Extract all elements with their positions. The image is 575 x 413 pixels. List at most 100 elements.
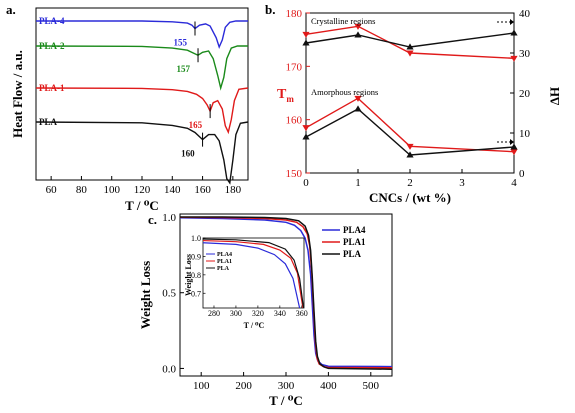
peak-label: 155: [174, 38, 188, 48]
x-tick-label: 0: [303, 177, 309, 189]
inset-curve-pla: [203, 238, 304, 308]
left-y-tick-label: 170: [286, 61, 303, 73]
x-tick-label: 300: [278, 380, 295, 392]
data-point-dh-amorphous: [510, 143, 518, 150]
x-tick-label: 120: [134, 184, 151, 196]
inset-x-tick-label: 280: [208, 309, 220, 318]
panel-b-right-axis-title: ΔH: [547, 87, 562, 105]
x-tick-label: 160: [194, 184, 211, 196]
panel-a-x-axis-title: T / ⁰C: [125, 198, 159, 213]
x-tick-label: 60: [46, 184, 58, 196]
data-point-tm-amorphous: [302, 125, 310, 132]
panel-b-left-axis-title-sub: m: [286, 94, 294, 104]
inset-curve-pla1: [203, 239, 304, 308]
data-point-dh-crystalline: [354, 31, 362, 38]
curve-label-pla-2: PLA-2: [39, 41, 65, 51]
left-y-tick-label: 180: [286, 8, 303, 20]
x-tick-label: 140: [164, 184, 181, 196]
panel-c-x-axis-title: T / ⁰C: [269, 393, 303, 408]
x-tick-label: 500: [363, 380, 380, 392]
panel-b: b. 0 1 2 3 4 150 160 170 180 0 10 20 30 40 Crystallin…: [265, 2, 562, 205]
data-point-tm-amorphous: [406, 143, 414, 150]
inset-y-tick-label: 0.7: [191, 289, 201, 298]
inset-y-tick-label: 0.8: [191, 271, 201, 280]
series-line-dh-amorphous: [305, 108, 515, 156]
right-axis-arrow-upper: [497, 19, 514, 25]
x-tick-label: 80: [76, 184, 88, 196]
panel-c: c. 100 200 300 400 500 0.0 0.5 1.0 PLA4 PLA1 PL…: [138, 212, 393, 408]
tga-curve-pla: [180, 216, 393, 370]
curve-label-pla-4: PLA-4: [39, 16, 65, 26]
y-tick-label: 0.0: [162, 363, 176, 375]
data-point-dh-crystalline: [510, 29, 518, 36]
data-point-tm-crystalline: [510, 55, 518, 62]
peak-label: 157: [177, 64, 191, 74]
y-tick-label: 0.5: [162, 288, 176, 300]
panel-a-x-ticks: 60 80 100 120 140 160 180: [46, 176, 242, 196]
inset-axes: 280 300 320 340 360 0.7 0.8 0.9 1.0: [191, 234, 308, 318]
legend-label-pla4: PLA4: [343, 225, 366, 235]
right-y-tick-label: 10: [519, 128, 531, 140]
inset-x-tick-label: 320: [252, 309, 264, 318]
legend-label-pla: PLA: [343, 249, 362, 259]
x-tick-label: 180: [225, 184, 242, 196]
data-point-dh-amorphous: [406, 151, 414, 158]
inset-legend-label-pla4: PLA4: [217, 252, 232, 258]
dsc-curve-pla-1: [35, 87, 249, 135]
panel-b-left-axis-title-main: T: [277, 87, 287, 102]
right-y-tick-label: 20: [519, 88, 531, 100]
left-y-tick-label: 160: [286, 115, 303, 127]
inset-legend-label-pla1: PLA1: [217, 259, 232, 265]
data-point-dh-crystalline: [302, 39, 310, 46]
inset-y-axis-title: Weight Loss: [184, 254, 193, 296]
panel-c-y-axis-title: Weight Loss: [138, 261, 153, 329]
data-point-dh-amorphous: [302, 133, 310, 140]
panel-c-curves: [179, 216, 393, 370]
series-line-tm-amorphous: [305, 97, 515, 153]
left-y-tick-label: 150: [286, 168, 303, 180]
y-tick-label: 1.0: [162, 212, 176, 224]
panel-a: a. 60 80 100 120 140 160 180 PLA-4 155 PLA-2 157 P…: [6, 2, 249, 213]
inset-frame: [202, 237, 305, 309]
x-tick-label: 100: [103, 184, 120, 196]
peak-label: 160: [181, 149, 195, 159]
panel-a-letter: a.: [6, 2, 16, 17]
panel-c-inset: 280 300 320 340 360 0.7 0.8 0.9 1.0 PLA4 PLA1 PL…: [184, 234, 308, 330]
inset-curve-pla4: [203, 242, 301, 308]
panel-a-curves: PLA-4 155 PLA-2 157 PLA-1 165 PLA 160: [35, 16, 249, 185]
data-point-tm-amorphous: [354, 95, 362, 102]
inset-x-tick-label: 360: [296, 309, 308, 318]
dsc-curve-pla: [35, 121, 249, 185]
data-point-tm-crystalline: [354, 23, 362, 30]
data-point-tm-amorphous: [510, 149, 518, 156]
inset-y-tick-label: 1.0: [191, 234, 201, 243]
inset-y-tick-label: 0.9: [191, 252, 201, 261]
data-point-tm-crystalline: [302, 31, 310, 38]
panel-b-series: [302, 23, 518, 158]
curve-label-pla: PLA: [39, 117, 58, 127]
x-tick-label: 3: [459, 177, 465, 189]
inset-x-axis-title: T / ⁰C: [244, 321, 265, 330]
data-point-dh-amorphous: [354, 105, 362, 112]
right-y-tick-label: 30: [519, 48, 531, 60]
right-y-tick-label: 0: [519, 168, 525, 180]
panel-b-letter: b.: [265, 2, 275, 17]
annotation-amorphous-regions: Amorphous regions: [311, 87, 378, 97]
data-point-tm-crystalline: [406, 50, 414, 57]
x-tick-label: 400: [320, 380, 337, 392]
panel-c-letter: c.: [148, 212, 157, 227]
panel-a-frame: [35, 7, 249, 181]
inset-x-tick-label: 300: [230, 309, 242, 318]
x-tick-label: 200: [235, 380, 252, 392]
panel-b-axes: 0 1 2 3 4 150 160 170 180 0 10 20 30 40: [286, 8, 531, 189]
peak-label: 165: [189, 120, 203, 130]
legend-label-pla1: PLA1: [343, 237, 366, 247]
panel-b-left-axis-title: Tm: [277, 87, 294, 104]
inset-legend-label-pla: PLA: [217, 266, 230, 272]
data-point-dh-crystalline: [406, 43, 414, 50]
panel-a-y-axis-title: Heat Flow / a.u.: [10, 50, 25, 138]
panel-c-legend: PLA4 PLA1 PLA: [322, 225, 366, 259]
dsc-curve-pla-4: [36, 20, 248, 49]
annotation-crystalline-regions: Crystalline regions: [311, 16, 375, 26]
